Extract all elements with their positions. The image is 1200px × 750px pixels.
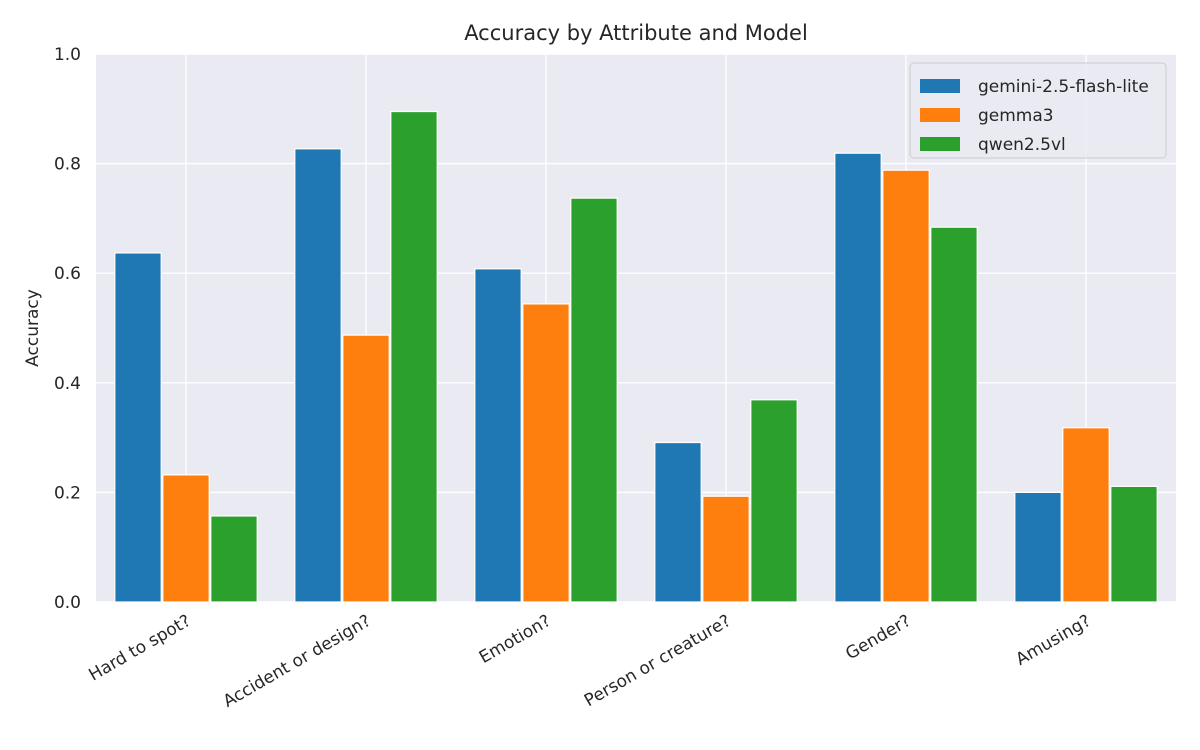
bar-gemini-2-5-flash-lite-5 [834, 152, 882, 603]
bar-gemma3-2 [342, 334, 390, 603]
bar-gemini-2-5-flash-lite-3 [474, 268, 522, 603]
bar-gemini-2-5-flash-lite-4 [654, 441, 702, 603]
y-axis-label: Accuracy [23, 289, 43, 367]
chart-title: Accuracy by Attribute and Model [464, 21, 808, 45]
y-tick-label: 0.8 [54, 155, 81, 175]
y-tick-label: 0.4 [54, 374, 81, 394]
bar-qwen2-5vl-2 [390, 110, 438, 603]
y-tick-label: 0.0 [54, 593, 81, 613]
bar-gemma3-6 [1062, 427, 1110, 603]
bar-qwen2-5vl-4 [750, 399, 798, 603]
bar-qwen2-5vl-1 [210, 515, 258, 603]
legend-swatch [920, 108, 960, 122]
bar-gemma3-5 [882, 169, 930, 603]
x-tick-label: Person or creature? [581, 611, 735, 711]
x-tick-label: Emotion? [476, 611, 555, 668]
x-tick-label: Hard to spot? [86, 611, 195, 685]
bar-qwen2-5vl-5 [930, 226, 978, 603]
x-tick-label: Accident or design? [220, 611, 375, 712]
legend-label: gemini-2.5-flash-lite [978, 77, 1149, 97]
bar-qwen2-5vl-6 [1110, 485, 1158, 603]
bar-gemma3-4 [702, 495, 750, 603]
legend-swatch [920, 137, 960, 151]
y-tick-label: 1.0 [54, 45, 81, 65]
y-tick-label: 0.6 [54, 264, 81, 284]
y-tick-labels: 0.0 0.2 0.4 0.6 0.8 1.0 [54, 45, 81, 613]
bar-gemini-2-5-flash-lite-6 [1014, 491, 1062, 603]
legend-box [909, 62, 1167, 159]
bar-qwen2-5vl-3 [570, 197, 618, 603]
x-tick-labels: Hard to spot? Accident or design? Emotion?… [86, 611, 1095, 712]
x-tick-label: Amusing? [1012, 611, 1094, 670]
legend: gemini-2.5-flash-lite gemma3 qwen2.5vl [909, 62, 1167, 159]
bar-gemini-2-5-flash-lite-2 [294, 148, 342, 603]
bars-group [114, 110, 1158, 603]
bar-gemma3-3 [522, 303, 570, 603]
y-tick-label: 0.2 [54, 483, 81, 503]
bar-gemma3-1 [162, 474, 210, 603]
legend-label: qwen2.5vl [978, 135, 1066, 155]
legend-label: gemma3 [978, 106, 1054, 126]
bar-gemini-2-5-flash-lite-1 [114, 252, 162, 603]
legend-swatch [920, 79, 960, 93]
x-tick-label: Gender? [842, 611, 914, 664]
